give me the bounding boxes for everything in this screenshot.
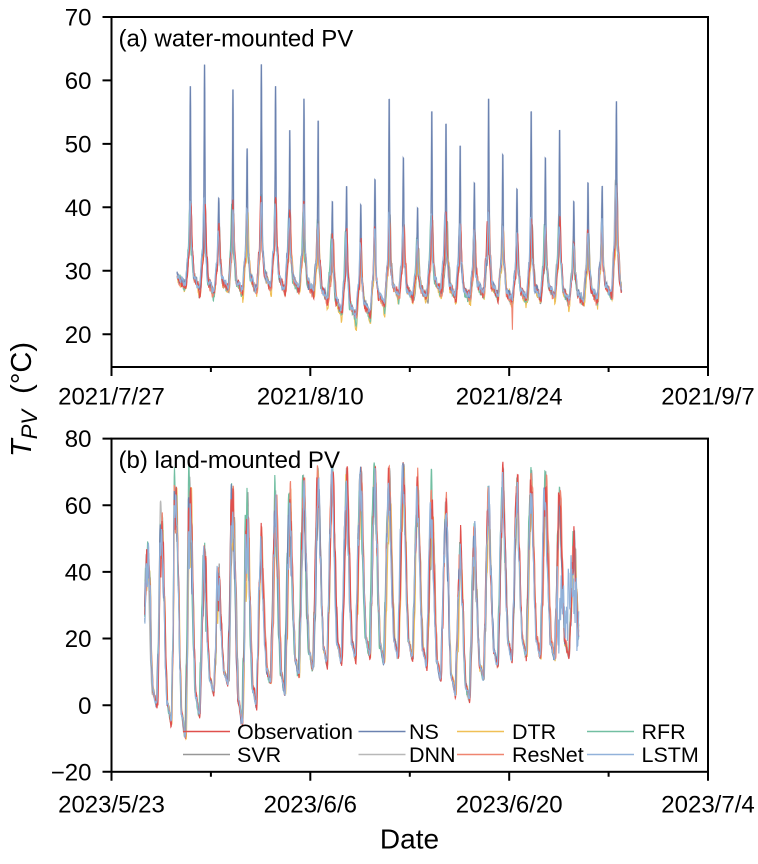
svg-text:60: 60 xyxy=(65,68,92,95)
svg-text:60: 60 xyxy=(65,493,92,520)
svg-text:RFR: RFR xyxy=(642,720,686,744)
svg-text:2023/6/20: 2023/6/20 xyxy=(456,792,563,819)
svg-text:50: 50 xyxy=(65,132,92,159)
svg-text:2023/6/6: 2023/6/6 xyxy=(264,792,357,819)
svg-text:20: 20 xyxy=(65,322,92,349)
svg-text:2023/7/4: 2023/7/4 xyxy=(661,792,754,819)
svg-text:NS: NS xyxy=(409,720,439,744)
svg-text:(b) land-mounted PV: (b) land-mounted PV xyxy=(119,447,340,474)
svg-text:LSTM: LSTM xyxy=(642,743,699,767)
svg-text:30: 30 xyxy=(65,258,92,285)
svg-text:2021/8/24: 2021/8/24 xyxy=(456,384,563,411)
svg-text:TPV (°C): TPV (°C) xyxy=(6,342,42,457)
svg-text:2021/8/10: 2021/8/10 xyxy=(257,384,364,411)
svg-text:2021/7/27: 2021/7/27 xyxy=(58,384,165,411)
svg-text:20: 20 xyxy=(65,626,92,653)
svg-text:DNN: DNN xyxy=(409,743,456,767)
svg-text:70: 70 xyxy=(65,5,92,32)
svg-text:−20: −20 xyxy=(51,759,92,786)
svg-text:2021/9/7: 2021/9/7 xyxy=(661,384,754,411)
svg-text:0: 0 xyxy=(78,693,91,720)
svg-text:DTR: DTR xyxy=(512,720,556,744)
svg-text:2023/5/23: 2023/5/23 xyxy=(58,792,165,819)
svg-text:40: 40 xyxy=(65,195,92,222)
svg-text:Observation: Observation xyxy=(237,720,353,744)
svg-text:80: 80 xyxy=(65,426,92,453)
svg-text:(a) water-mounted PV: (a) water-mounted PV xyxy=(119,26,354,53)
svg-text:ResNet: ResNet xyxy=(512,743,584,767)
svg-text:Date: Date xyxy=(380,824,439,855)
svg-text:40: 40 xyxy=(65,560,92,587)
svg-text:SVR: SVR xyxy=(237,743,281,767)
